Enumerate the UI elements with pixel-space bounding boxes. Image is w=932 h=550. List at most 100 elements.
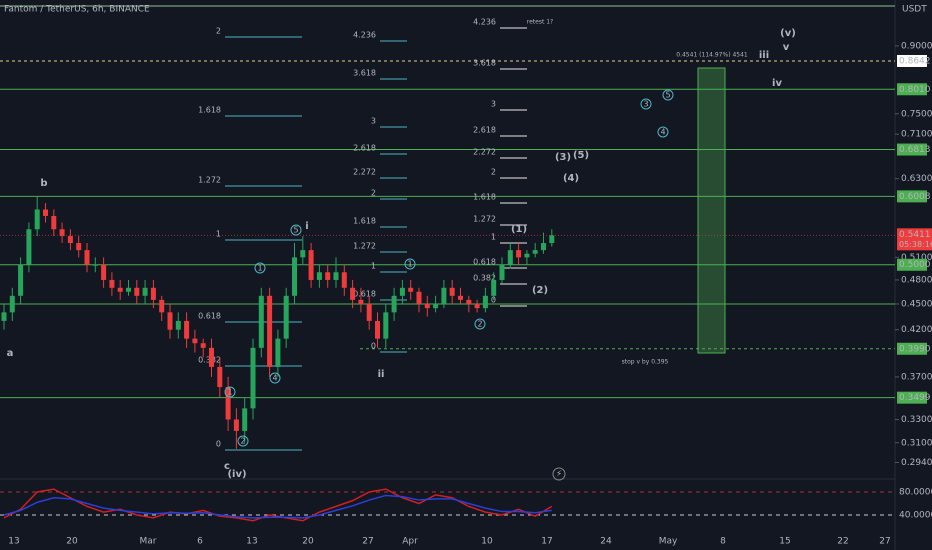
circled-marker bbox=[640, 98, 652, 110]
last-price-label: 0.5411 bbox=[899, 230, 931, 240]
x-tick-label: 22 bbox=[837, 537, 848, 547]
y-tick-label: 0.4500 bbox=[901, 299, 932, 309]
candle-body bbox=[333, 272, 339, 280]
wave-label: v bbox=[783, 42, 790, 53]
x-tick-label: 8 bbox=[720, 537, 726, 547]
circled-marker bbox=[657, 126, 669, 138]
x-tick-label: 20 bbox=[302, 537, 314, 547]
fib-label: 2 bbox=[371, 189, 376, 198]
flash-icon: ⚡ bbox=[556, 470, 562, 480]
candle-body bbox=[101, 264, 107, 280]
fib-label: 4.236 bbox=[473, 18, 496, 27]
candle-body bbox=[126, 287, 131, 292]
y-tick-label: 0.3100 bbox=[901, 438, 932, 448]
wave-label: (4) bbox=[563, 173, 579, 184]
x-tick-label: 20 bbox=[66, 537, 78, 547]
candle-body bbox=[507, 250, 513, 265]
circled-label: 3 bbox=[643, 100, 648, 109]
candle-body bbox=[150, 287, 156, 300]
candle-body bbox=[416, 291, 422, 304]
y-tick-label: 0.3300 bbox=[901, 415, 932, 425]
level-tag-label: 0.6813 bbox=[899, 145, 931, 155]
circled-marker bbox=[224, 386, 236, 398]
circled-label: 4 bbox=[272, 374, 277, 383]
candle-body bbox=[474, 303, 480, 309]
countdown: 05:38:16 bbox=[899, 240, 932, 249]
fib-label: 0 bbox=[216, 440, 221, 449]
note: stop v by 0.395 bbox=[622, 359, 669, 366]
candle-body bbox=[358, 299, 364, 304]
candle-body bbox=[258, 295, 264, 348]
fib-label: 2 bbox=[491, 168, 496, 177]
candle-body bbox=[524, 253, 530, 258]
level-tag bbox=[897, 391, 927, 404]
x-tick-label: Mar bbox=[140, 537, 157, 547]
candle-body bbox=[458, 295, 463, 300]
level-tag bbox=[897, 258, 927, 271]
wave-label: (2) bbox=[532, 285, 548, 296]
wave-label: c bbox=[224, 461, 230, 472]
level-tag bbox=[897, 342, 927, 355]
candle-body bbox=[59, 229, 65, 237]
circled-label: 4 bbox=[660, 128, 665, 137]
fib-label: 2.272 bbox=[353, 168, 376, 177]
level-tag-label: 0.5000 bbox=[899, 260, 931, 270]
fib-label: 3 bbox=[491, 100, 496, 109]
candle-body bbox=[441, 287, 447, 304]
y-tick-label: 0.9000 bbox=[901, 41, 932, 51]
wave-label: b bbox=[40, 178, 47, 189]
wave-label: a bbox=[7, 348, 14, 359]
flash-icon-ring bbox=[552, 467, 566, 481]
x-tick-label: 24 bbox=[600, 537, 612, 547]
circled-label: 5 bbox=[293, 226, 298, 235]
candle-body bbox=[383, 312, 389, 339]
wave-label: (iv) bbox=[227, 469, 246, 480]
currency: USDT bbox=[902, 5, 927, 15]
fib-label: 1 bbox=[371, 262, 376, 271]
x-tick-label: 27 bbox=[362, 537, 373, 547]
candle-body bbox=[375, 320, 380, 339]
candle-body bbox=[433, 303, 439, 309]
wave-label: (5) bbox=[573, 150, 589, 161]
candle-body bbox=[350, 287, 356, 300]
fib-label: 0 bbox=[371, 342, 376, 351]
circled-marker bbox=[474, 318, 486, 330]
y-tick-label: 0.4200 bbox=[901, 325, 932, 335]
wave-label: iv bbox=[772, 78, 782, 89]
level-tag bbox=[897, 83, 927, 96]
circled-label: 1 bbox=[407, 260, 412, 269]
circled-label: 1 bbox=[257, 264, 262, 273]
candle-body bbox=[341, 272, 347, 288]
x-tick-label: 6 bbox=[197, 537, 203, 547]
candle-body bbox=[217, 366, 223, 388]
candle-body bbox=[159, 299, 165, 313]
fib-label: 3 bbox=[371, 117, 376, 126]
wave-label: i bbox=[305, 221, 308, 232]
candle-body bbox=[192, 338, 198, 344]
circled-marker bbox=[662, 89, 674, 101]
x-tick-label: May bbox=[659, 537, 678, 547]
candle-body bbox=[292, 257, 297, 296]
level-tag-label: 0.8010 bbox=[899, 85, 931, 95]
y-tick-label: 0.6300 bbox=[901, 174, 932, 184]
fib-label: 3.618 bbox=[353, 69, 376, 78]
candle-body bbox=[18, 264, 24, 296]
candle-body bbox=[26, 229, 32, 265]
fib-label: 0 bbox=[491, 296, 496, 305]
osc-line bbox=[3, 494, 552, 519]
candle-body bbox=[408, 287, 414, 292]
symbol-title: Fantom / TetherUS, 6h, BINANCE bbox=[4, 5, 150, 15]
candle-body bbox=[283, 295, 289, 339]
candle-body bbox=[184, 320, 190, 339]
level-tag bbox=[897, 143, 927, 156]
candle-body bbox=[109, 279, 115, 288]
candle-body bbox=[43, 209, 48, 216]
fib-label: 1.272 bbox=[473, 215, 496, 224]
fib-label: 1 bbox=[491, 233, 496, 242]
fib-label: 4.236 bbox=[353, 31, 376, 40]
candle-body bbox=[325, 272, 331, 280]
candle-body bbox=[424, 303, 430, 309]
candle-body bbox=[92, 264, 98, 266]
fib-label: 2.272 bbox=[473, 148, 496, 157]
